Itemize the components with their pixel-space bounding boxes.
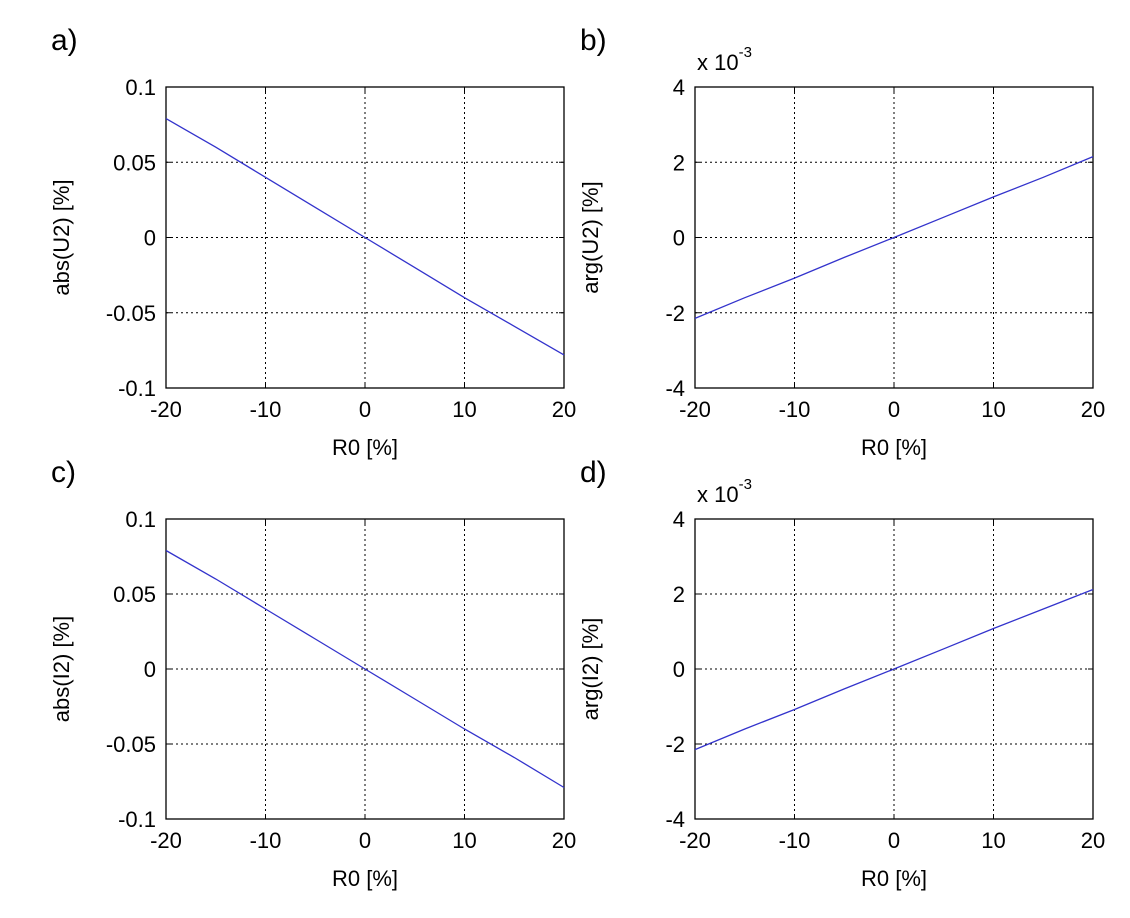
x-tick-label: -10 [250,828,282,853]
x-tick-label: 20 [1081,828,1105,853]
series-line [694,155,1094,320]
x-tick-label: -20 [679,828,711,853]
y-tick-label: -0.1 [118,807,156,832]
x-tick-label: 10 [452,828,476,853]
y-tick-label: -4 [665,376,685,401]
y-tick-label: 2 [673,582,685,607]
y-axis-label: arg(I2) [%] [578,618,603,721]
x-tick-label: 10 [981,828,1005,853]
series-line [694,588,1094,751]
y-tick-label: -0.05 [106,732,156,757]
y-tick-label: -4 [665,807,685,832]
panel-label: c) [51,456,76,489]
x-tick-label: -10 [779,397,811,422]
y-exponent-power: -3 [739,44,752,61]
x-tick-label: 0 [359,397,371,422]
y-tick-label: 4 [673,75,685,100]
y-tick-label: 4 [673,507,685,532]
y-tick-label: 0 [673,657,685,682]
y-axis-label: arg(U2) [%] [578,181,603,293]
y-tick-label: -0.1 [118,376,156,401]
y-exponent-label: x 10-3 [697,44,752,75]
x-tick-label: -20 [150,828,182,853]
x-tick-label: 20 [552,397,576,422]
x-tick-label: 0 [359,828,371,853]
y-exponent-label: x 10-3 [697,476,752,507]
x-tick-label: -20 [679,397,711,422]
x-tick-label: 10 [452,397,476,422]
series-line [165,118,565,356]
x-tick-label: 0 [888,828,900,853]
y-tick-label: -2 [665,301,685,326]
y-tick-label: -0.05 [106,301,156,326]
y-axis-label: abs(U2) [%] [49,179,74,295]
y-tick-label: 0.1 [125,75,156,100]
x-tick-label: 20 [552,828,576,853]
y-tick-label: 2 [673,150,685,175]
y-tick-label: 0.1 [125,507,156,532]
panel-label: b) [580,24,607,57]
x-tick-label: -10 [250,397,282,422]
panel-label: a) [51,24,78,57]
x-axis-label: R0 [%] [861,435,927,460]
x-tick-label: 20 [1081,397,1105,422]
y-tick-label: -2 [665,732,685,757]
x-axis-label: R0 [%] [861,866,927,891]
y-tick-label: 0.05 [113,150,156,175]
x-tick-label: -20 [150,397,182,422]
y-tick-label: 0 [144,226,156,251]
x-axis-label: R0 [%] [332,866,398,891]
y-tick-label: 0 [144,657,156,682]
y-tick-label: 0 [673,226,685,251]
chart-panel: -20 -10 0 10 20 -0.1 -0.05 0 0.05 0.1 R0 [%] abs(U2… [49,24,576,460]
x-axis-label: R0 [%] [332,435,398,460]
series-line [165,549,565,789]
panel-label: d) [580,456,607,489]
y-tick-label: 0.05 [113,582,156,607]
y-exponent-power: -3 [739,476,752,493]
x-tick-label: 0 [888,397,900,422]
y-axis-label: abs(I2) [%] [49,616,74,722]
chart-panel: -20 -10 0 10 20 -0.1 -0.05 0 0.05 0.1 R0 [%] abs(I2… [49,456,576,891]
x-tick-label: -10 [779,828,811,853]
x-tick-label: 10 [981,397,1005,422]
